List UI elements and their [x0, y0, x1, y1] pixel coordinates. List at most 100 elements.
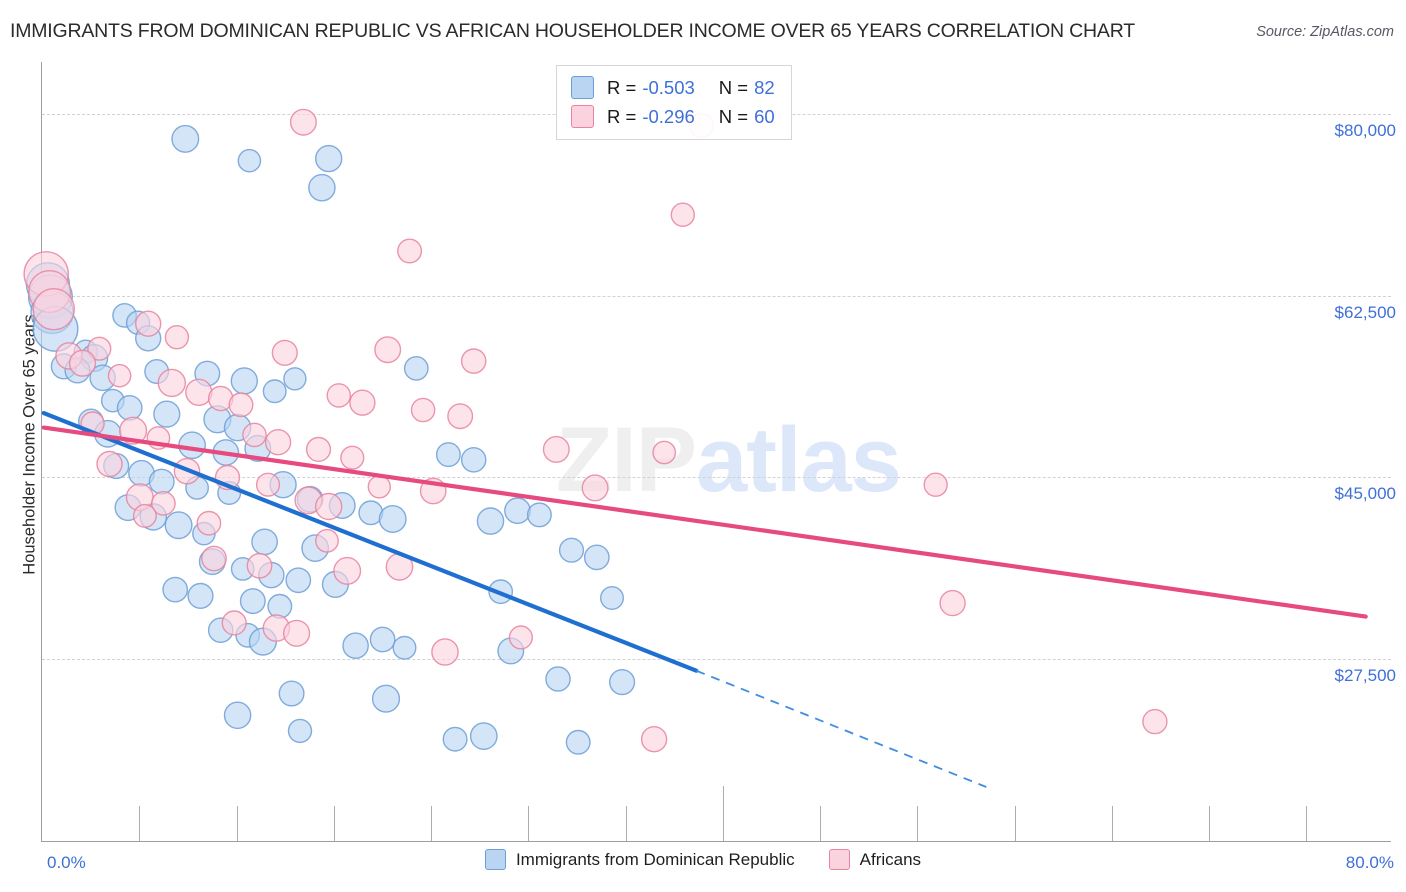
data-point: [96, 450, 123, 478]
watermark-atlas: atlas: [696, 409, 902, 511]
data-point: [545, 666, 571, 692]
data-point: [153, 400, 181, 428]
data-point: [93, 419, 122, 448]
data-point: [242, 422, 267, 448]
data-point: [315, 528, 339, 553]
data-point: [139, 503, 168, 531]
data-point: [608, 668, 636, 696]
data-point: [207, 617, 234, 644]
data-point: [283, 619, 311, 647]
x-axis-min-label: 0.0%: [47, 853, 86, 872]
data-point: [55, 342, 83, 370]
data-point: [212, 439, 240, 466]
data-point: [397, 238, 423, 264]
data-point: [504, 497, 531, 525]
data-point: [196, 510, 222, 536]
data-point: [583, 544, 610, 571]
stats-row: R = -0.296 N = 60: [571, 102, 775, 131]
data-point: [134, 325, 162, 352]
data-point: [326, 383, 352, 408]
data-point: [217, 481, 242, 506]
data-point: [50, 353, 78, 380]
data-point: [431, 638, 459, 666]
data-point: [262, 614, 291, 642]
data-point: [670, 202, 695, 227]
data-point: [87, 336, 112, 361]
data-point: [271, 339, 298, 366]
data-point: [178, 431, 207, 460]
data-point: [262, 379, 287, 404]
data-point: [358, 500, 384, 526]
data-point: [600, 586, 625, 611]
legend-item-africans[interactable]: Africans: [828, 849, 921, 870]
data-point: [410, 397, 436, 423]
data-point: [32, 305, 79, 352]
data-point: [89, 364, 116, 392]
data-point: [469, 722, 498, 750]
data-point: [321, 570, 349, 598]
data-point: [221, 610, 247, 636]
data-point: [581, 474, 609, 502]
data-point: [652, 440, 677, 465]
data-point: [392, 635, 417, 660]
data-point: [435, 442, 461, 468]
data-point: [144, 359, 170, 385]
legend-item-immigrants-dominican-republic[interactable]: Immigrants from Dominican Republic: [484, 849, 795, 870]
x-axis-tick: [139, 806, 140, 841]
data-point: [476, 507, 505, 535]
data-point: [269, 471, 297, 499]
data-point: [371, 684, 401, 713]
data-point: [237, 148, 262, 173]
data-point: [125, 310, 151, 335]
data-point: [939, 589, 966, 617]
x-axis-tick: [917, 806, 918, 841]
y-axis-tick-label: $62,500: [1334, 302, 1396, 322]
data-point: [296, 485, 324, 513]
y-axis-tick-label: $27,500: [1334, 666, 1396, 686]
data-point: [162, 576, 189, 603]
data-point: [103, 452, 130, 480]
gridline: [42, 659, 1391, 661]
n-label: N =: [718, 105, 749, 127]
data-point: [125, 483, 154, 512]
data-point: [207, 385, 234, 412]
trendline: [41, 425, 1368, 619]
data-point: [367, 475, 391, 499]
data-point: [239, 588, 266, 615]
watermark-zip: ZIP: [556, 409, 697, 511]
data-point: [369, 626, 396, 653]
n-value: 60: [754, 105, 775, 127]
data-point: [119, 416, 148, 445]
data-point: [378, 505, 407, 534]
data-point: [287, 718, 313, 744]
x-axis-line: [41, 841, 1391, 842]
data-point: [112, 302, 138, 328]
zipatlas-watermark: ZIPatlas: [556, 408, 902, 513]
r-label: R =: [607, 105, 637, 127]
data-point: [235, 622, 261, 648]
data-point: [565, 729, 591, 755]
data-point: [73, 339, 99, 365]
gridline: [42, 295, 1391, 297]
x-axis-tick: [1112, 806, 1113, 841]
data-point: [157, 368, 187, 398]
data-point: [267, 593, 293, 619]
data-point: [246, 552, 273, 579]
data-point: [223, 701, 252, 730]
trendline: [41, 411, 699, 673]
data-point: [640, 726, 668, 753]
data-point: [150, 490, 176, 516]
y-axis-tick-label: $45,000: [1334, 484, 1396, 504]
n-label: N =: [718, 76, 749, 98]
legend-swatch-pink-icon: [571, 105, 594, 128]
data-point: [1142, 708, 1168, 735]
data-point: [285, 567, 312, 594]
data-point: [64, 357, 91, 384]
data-point: [294, 486, 323, 515]
r-value: -0.503: [642, 76, 695, 98]
y-axis-title: Householder Income Over 65 years: [20, 314, 39, 575]
data-point: [419, 477, 447, 505]
x-axis-max-label: 80.0%: [1345, 853, 1394, 872]
correlation-stats-legend: R = -0.503 N = 82 R = -0.296 N = 60: [556, 65, 792, 140]
